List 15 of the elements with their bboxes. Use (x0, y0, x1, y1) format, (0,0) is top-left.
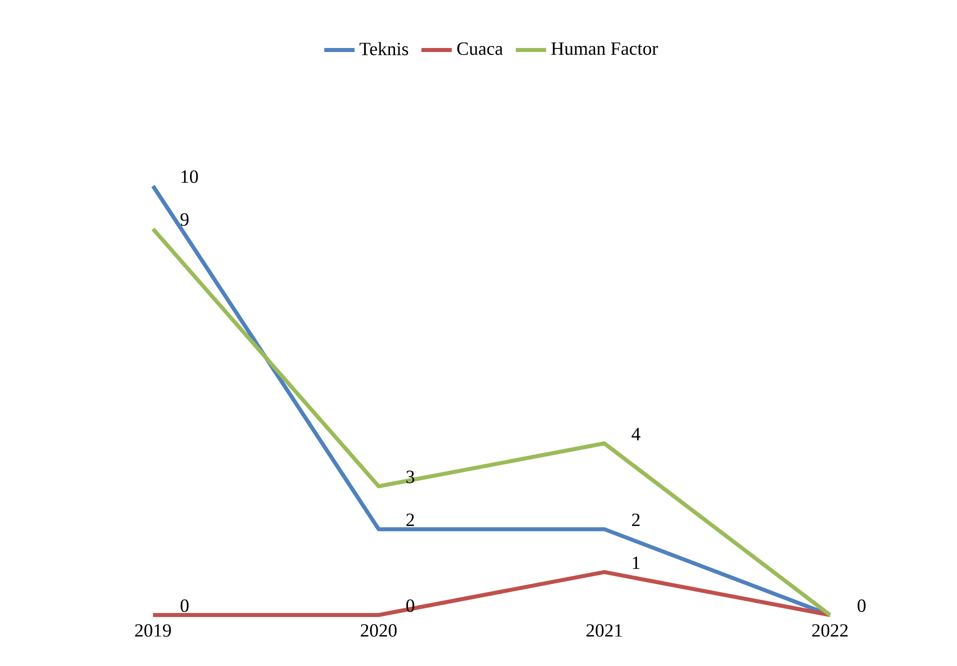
legend-label: Teknis (360, 42, 408, 56)
x-tick-label: 2021 (586, 624, 622, 637)
data-label: 0 (858, 599, 866, 612)
data-label: 1 (632, 556, 640, 569)
data-label: 4 (632, 428, 640, 440)
x-tick-label: 2022 (812, 624, 848, 637)
x-tick-label: 2019 (135, 624, 171, 637)
legend-label: Human Factor (551, 42, 658, 55)
x-tick-label: 2020 (360, 624, 397, 637)
data-label: 2 (406, 514, 414, 526)
data-label: 0 (180, 599, 189, 612)
data-label: 9 (180, 213, 189, 226)
data-label: 10 (182, 170, 198, 183)
data-label: 2 (632, 514, 640, 526)
legend-label: Cuaca (457, 42, 503, 55)
